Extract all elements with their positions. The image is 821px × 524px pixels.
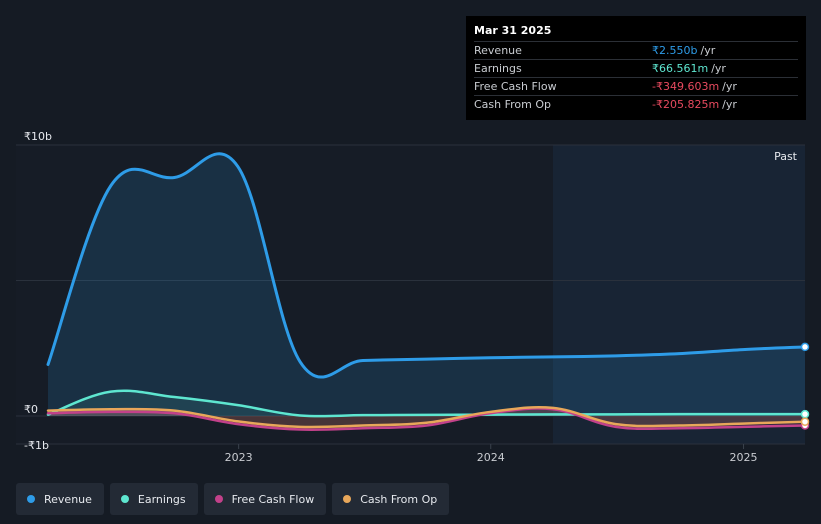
tooltip-row-value: -₹205.825m: [652, 98, 720, 111]
tooltip-row-label: Revenue: [474, 44, 522, 57]
x-tick-label: 2024: [477, 451, 505, 464]
legend-label: Revenue: [44, 492, 92, 506]
legend-dot-icon: [120, 495, 129, 503]
tooltip: Mar 31 2025 Revenue ₹2.550b/yr Earnings ₹66…: [466, 16, 806, 120]
tooltip-row-value: ₹66.561m: [652, 62, 709, 75]
tooltip-date: Mar 31 2025: [474, 24, 552, 37]
y-tick-label: ₹10b: [24, 130, 52, 143]
revenue-endpoint[interactable]: [800, 342, 810, 352]
tooltip-row: Cash From Op -₹205.825m/yr: [474, 95, 798, 113]
cash-from-op-endpoint[interactable]: [800, 417, 810, 426]
legend-dot-icon: [27, 495, 35, 503]
legend-item-revenue[interactable]: Revenue: [16, 483, 104, 515]
earnings-endpoint[interactable]: [800, 409, 810, 419]
earnings-area: [48, 390, 805, 417]
legend: Revenue Earnings Free Cash Flow Cash From O…: [16, 483, 450, 515]
cash-from-op-line: [46, 405, 807, 429]
legend-item-earnings[interactable]: Earnings: [109, 483, 198, 515]
tooltip-row-label: Earnings: [474, 62, 522, 75]
tooltip-row-label: Cash From Op: [474, 98, 552, 111]
earnings-line: [46, 389, 807, 418]
tooltip-row-value: -₹349.603m: [652, 80, 720, 93]
series-lines: [46, 152, 807, 432]
free-cash-flow-line: [46, 407, 807, 432]
x-tick-labels: 2023 2024 2025: [225, 444, 758, 464]
past-label: Past: [774, 150, 798, 163]
y-tick-labels: ₹10b ₹0 -₹1b: [24, 130, 52, 452]
past-region: [553, 145, 805, 444]
revenue-line: [46, 152, 807, 379]
legend-dot-icon: [343, 495, 352, 503]
legend-label: Free Cash Flow: [231, 492, 315, 506]
tooltip-row-label: Free Cash Flow: [474, 80, 557, 93]
tooltip-row-unit: /yr: [700, 44, 716, 57]
tooltip-row: Revenue ₹2.550b/yr: [474, 41, 798, 59]
revenue-area: [48, 153, 805, 416]
legend-item-cash-from-op[interactable]: Cash From Op: [332, 483, 450, 515]
legend-label: Cash From Op: [360, 492, 438, 506]
tooltip-row-value: ₹2.550b: [652, 44, 698, 57]
tooltip-row: Earnings ₹66.561m/yr: [474, 59, 798, 77]
tooltip-rows: Revenue ₹2.550b/yr Earnings ₹66.561m/yr Free…: [474, 41, 798, 113]
x-tick-label: 2025: [730, 451, 758, 464]
legend-item-free-cash-flow[interactable]: Free Cash Flow: [203, 483, 327, 515]
cash-from-op-area: [48, 407, 805, 428]
tooltip-row-unit: /yr: [711, 62, 726, 75]
tooltip-row-unit: /yr: [722, 98, 737, 111]
tooltip-row: Free Cash Flow -₹349.603m/yr: [474, 77, 798, 95]
tooltip-row-unit: /yr: [722, 80, 737, 93]
x-tick-label: 2023: [225, 451, 253, 464]
legend-dot-icon: [214, 495, 223, 503]
y-tick-label: -₹1b: [24, 439, 49, 452]
legend-label: Earnings: [137, 492, 186, 506]
series-endpoints: [800, 342, 810, 430]
y-tick-label: ₹0: [24, 403, 38, 416]
